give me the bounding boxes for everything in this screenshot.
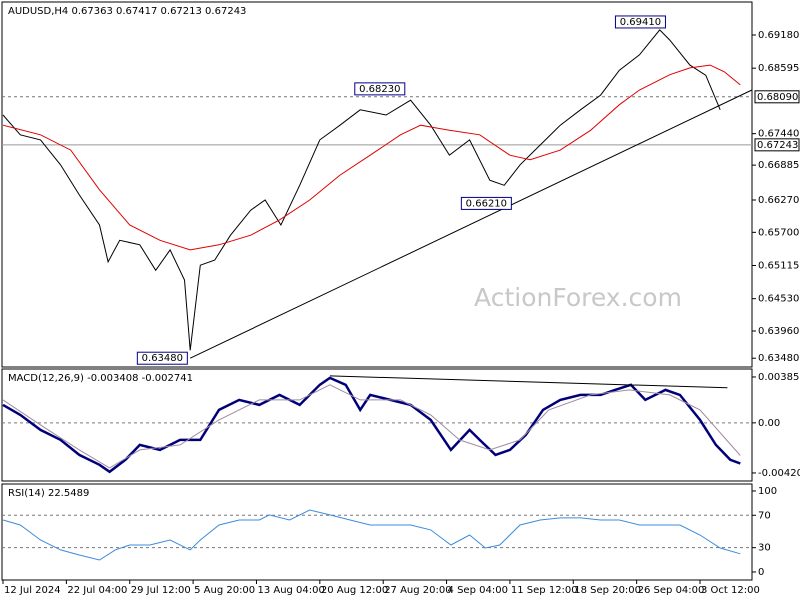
watermark: ActionForex.com [474, 283, 682, 312]
y-tick-label: 0.65115 [758, 261, 799, 272]
x-tick-label: 11 Sep 12:00 [511, 585, 578, 596]
series-line [2, 64, 741, 251]
x-tick-label: 29 Jul 12:00 [131, 585, 191, 596]
x-tick-label: 3 Oct 12:00 [701, 585, 760, 596]
x-tick-label: 13 Aug 04:00 [257, 585, 324, 596]
x-tick-label: 26 Sep 04:00 [638, 585, 705, 596]
y-tick-label: 30 [758, 543, 771, 554]
y-tick-label: 70 [758, 510, 771, 521]
y-tick-label: 0.63480 [758, 353, 799, 364]
annotation-label: 0.63480 [142, 353, 183, 364]
panel-title: AUDUSD,H4 0.67363 0.67417 0.67213 0.6724… [8, 6, 246, 17]
panel-frame [1, 368, 753, 482]
series-line [2, 29, 721, 351]
level-label-box [754, 90, 800, 104]
series-line [2, 384, 741, 469]
panel-frame [1, 1, 753, 368]
y-tick-label: 0 [758, 567, 764, 578]
series-line [189, 89, 753, 359]
y-tick-label: 0.66885 [758, 160, 799, 171]
annotation-label: 0.69410 [620, 17, 661, 28]
y-tick-label: 0.003852 [758, 372, 800, 383]
y-tick-label: -0.004204 [758, 468, 800, 479]
y-tick-label: 0.64530 [758, 294, 799, 305]
y-tick-label: 0.63960 [758, 326, 799, 337]
annotation-label: 0.66210 [466, 198, 507, 209]
x-tick-label: 12 Jul 2024 [4, 585, 61, 596]
annotation-box [136, 351, 188, 365]
annotation-label: 0.68230 [359, 84, 400, 95]
level-label: 0.67243 [757, 140, 798, 151]
x-tick-label: 18 Sep 20:00 [574, 585, 641, 596]
level-label-box [754, 138, 800, 152]
y-tick-label: 0.69180 [758, 30, 799, 41]
panel-title: MACD(12,26,9) -0.003408 -0.002741 [8, 373, 193, 384]
y-tick-label: 100 [758, 486, 777, 497]
y-tick-label: 0.67440 [758, 129, 799, 140]
x-tick-label: 27 Aug 20:00 [384, 585, 451, 596]
annotation-box [354, 82, 406, 96]
level-label: 0.68090 [757, 92, 798, 103]
annotation-box [460, 196, 512, 210]
y-tick-label: 0.65700 [758, 227, 799, 238]
panel-title: RSI(14) 22.5489 [8, 488, 89, 499]
series-line [2, 509, 741, 561]
series-line [329, 375, 728, 389]
y-tick-label: 0.00 [758, 418, 780, 429]
y-tick-label: 0.68595 [758, 63, 799, 74]
x-tick-label: 4 Sep 04:00 [448, 585, 508, 596]
x-tick-label: 20 Aug 12:00 [321, 585, 388, 596]
x-tick-label: 5 Aug 20:00 [194, 585, 255, 596]
panel-frame [1, 483, 753, 581]
x-tick-label: 22 Jul 04:00 [67, 585, 127, 596]
series-line [2, 376, 741, 474]
y-tick-label: 0.66270 [758, 195, 799, 206]
annotation-box [614, 15, 666, 29]
